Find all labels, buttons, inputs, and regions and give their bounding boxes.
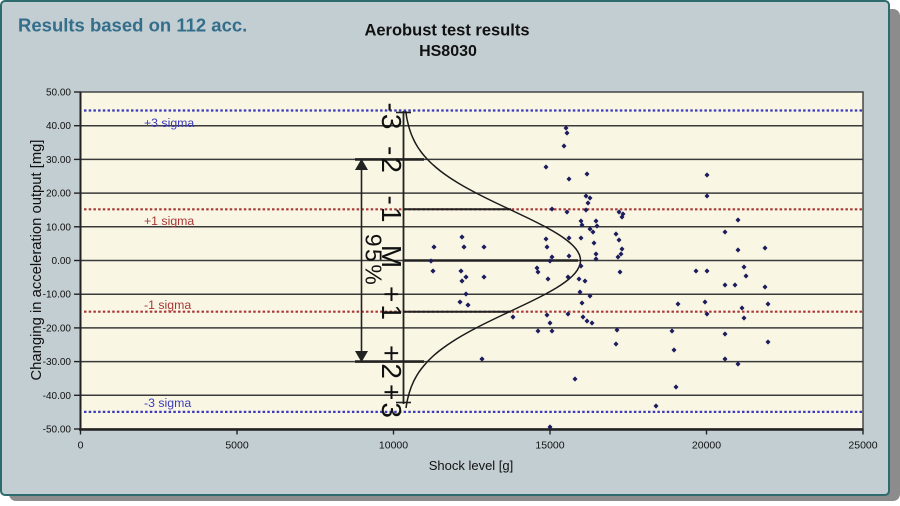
svg-text:HS8030: HS8030 <box>419 43 477 60</box>
svg-text:-1 sigma: -1 sigma <box>144 298 191 312</box>
svg-text:40.00: 40.00 <box>46 121 71 132</box>
svg-text:20000: 20000 <box>692 440 721 452</box>
svg-text:95%: 95% <box>361 234 387 288</box>
svg-text:5000: 5000 <box>225 440 249 452</box>
svg-text:-30.00: -30.00 <box>43 357 72 368</box>
svg-text:Results based on 112 acc.: Results based on 112 acc. <box>18 15 247 36</box>
svg-text:+2: +2 <box>376 345 407 381</box>
svg-text:50.00: 50.00 <box>46 88 71 99</box>
svg-text:-20.00: -20.00 <box>43 323 72 334</box>
svg-text:-40.00: -40.00 <box>43 391 72 402</box>
svg-text:0.00: 0.00 <box>52 256 72 267</box>
svg-text:Aerobust test results: Aerobust test results <box>364 22 529 40</box>
svg-text:-3 sigma: -3 sigma <box>144 396 191 410</box>
svg-text:30.00: 30.00 <box>46 155 71 166</box>
svg-text:-3: -3 <box>376 103 407 132</box>
svg-text:+3 sigma: +3 sigma <box>144 116 194 130</box>
svg-text:-10.00: -10.00 <box>43 290 72 301</box>
svg-text:20.00: 20.00 <box>46 189 71 200</box>
svg-text:-2: -2 <box>376 146 407 175</box>
svg-text:10000: 10000 <box>379 440 408 452</box>
svg-text:0: 0 <box>78 440 84 452</box>
svg-text:15000: 15000 <box>535 440 564 452</box>
svg-text:-50.00: -50.00 <box>43 425 72 436</box>
svg-text:+1 sigma: +1 sigma <box>144 214 194 228</box>
svg-text:-1: -1 <box>376 196 407 225</box>
svg-text:Shock level [g]: Shock level [g] <box>429 458 514 473</box>
svg-text:25000: 25000 <box>848 440 877 452</box>
svg-text:M: M <box>376 245 407 270</box>
svg-text:10.00: 10.00 <box>46 222 71 233</box>
svg-text:+1: +1 <box>376 286 407 322</box>
svg-text:Changing in acceleration outpu: Changing in acceleration output [mg] <box>29 139 45 380</box>
svg-text:+3: +3 <box>376 384 407 420</box>
